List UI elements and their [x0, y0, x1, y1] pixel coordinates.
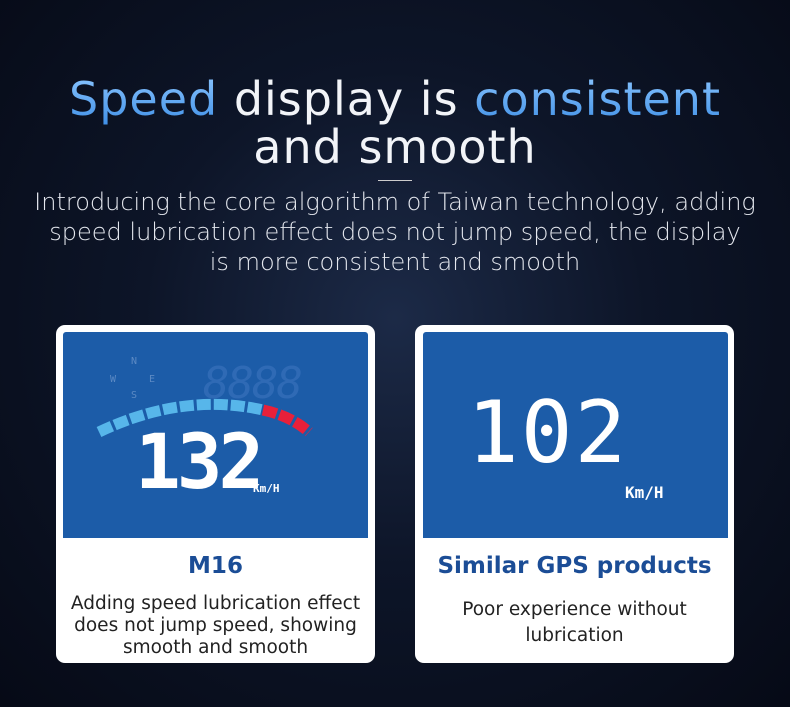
speed-arc-red — [261, 404, 313, 437]
compass-n: N — [131, 356, 137, 367]
title-word: display is — [233, 72, 459, 126]
hud: N W E S 8888 132 Km/H — [96, 356, 313, 506]
title-line: and smooth — [0, 120, 790, 174]
subtitle-line: Introducing the core algorithm of Taiwan… — [34, 188, 756, 216]
title-word: smooth — [358, 120, 537, 174]
hud: 102 Km/H — [467, 383, 664, 502]
speed: 102 — [467, 383, 628, 483]
compass-e: E — [149, 374, 155, 385]
unit: Km/H — [625, 483, 664, 502]
title-word: consistent — [474, 72, 721, 126]
card-description: Poor experience without lubrication — [415, 597, 734, 649]
description-line: Adding speed lubrication effect — [70, 593, 361, 614]
unit: Km/H — [253, 482, 280, 495]
title-line: Speed display is consistent — [0, 72, 790, 126]
description-line: lubrication — [525, 625, 624, 646]
description-line: smooth and smooth — [122, 637, 309, 658]
compass: N W E S — [110, 356, 155, 401]
subtitle-line: speed lubrication effect does not jump s… — [49, 218, 741, 246]
title-word: and — [253, 120, 343, 174]
speed: 132 — [135, 417, 260, 506]
compass-s: S — [131, 390, 137, 401]
card: N W E S 8888 132 Km/H M16 Adding speed l… — [56, 325, 375, 663]
card-title: Similar GPS products — [437, 553, 712, 579]
screen: 102 Km/H — [423, 332, 728, 538]
title-word: Speed — [69, 72, 219, 126]
screen: N W E S 8888 132 Km/H — [63, 332, 368, 538]
card-title: M16 — [188, 553, 243, 579]
description-line: does not jump speed, showing — [74, 615, 357, 636]
card: 102 Km/H Similar GPS products Poor exper… — [415, 325, 734, 663]
card-description: Adding speed lubrication effect does not… — [56, 593, 375, 659]
description-line: Poor experience without — [462, 599, 687, 620]
divider — [378, 180, 412, 181]
subtitle: Introducing the core algorithm of Taiwan… — [0, 187, 790, 277]
subtitle-line: is more consistent and smooth — [209, 248, 581, 276]
speed-arc — [96, 398, 265, 437]
compass-w: W — [110, 374, 117, 385]
